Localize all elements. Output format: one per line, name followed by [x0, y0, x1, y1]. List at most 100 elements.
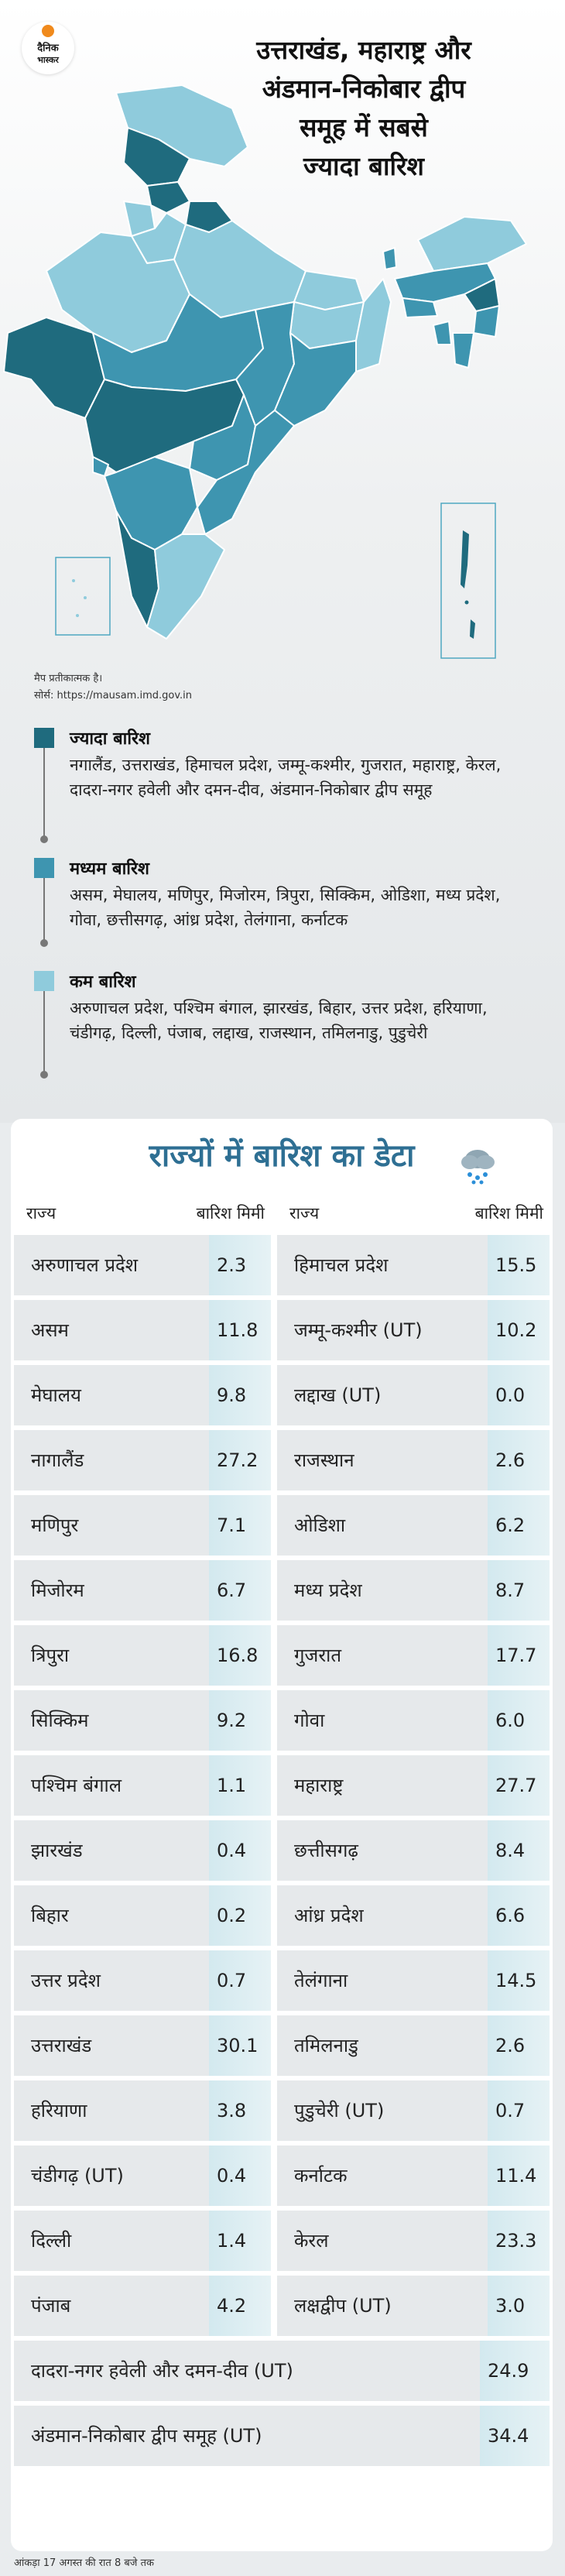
table-row: उत्तर प्रदेश 0.7	[14, 1950, 271, 2011]
table-row: तेलंगाना 14.5	[277, 1950, 550, 2011]
table-row: मिजोरम 6.7	[14, 1560, 271, 1621]
rain-value: 2.6	[495, 2035, 526, 2056]
india-rainfall-map	[3, 85, 527, 659]
map-region-meghalaya	[402, 297, 438, 318]
state-name: गोवा	[294, 1710, 325, 1731]
legend-connector	[40, 878, 48, 947]
table-row: छत्तीसगढ़ 8.4	[277, 1820, 550, 1881]
table-row: दादरा-नगर हवेली और दमन-दीव (UT) 24.9	[14, 2341, 550, 2401]
state-name: पुडुचेरी (UT)	[294, 2100, 385, 2122]
rain-value: 0.4	[217, 1840, 247, 1861]
state-name: लद्दाख (UT)	[294, 1384, 382, 1406]
state-name: केरल	[294, 2230, 329, 2252]
header-rain: बारिश मिमी	[474, 1204, 543, 1223]
rain-value: 0.4	[217, 2165, 247, 2187]
state-name: पंजाब	[31, 2295, 71, 2317]
table-row: चंडीगढ़ (UT) 0.4	[14, 2146, 271, 2206]
legend-connector	[40, 991, 48, 1079]
table-row: पंजाब 4.2	[14, 2276, 271, 2336]
state-name: मिजोरम	[31, 1580, 84, 1601]
table-row: लक्षद्वीप (UT) 3.0	[277, 2276, 550, 2336]
state-name: पश्चिम बंगाल	[31, 1775, 122, 1796]
rain-value: 27.2	[217, 1449, 259, 1471]
table-row: आंध्र प्रदेश 6.6	[277, 1885, 550, 1946]
table-row: अरुणाचल प्रदेश 2.3	[14, 1235, 271, 1295]
brand-logo: दैनिक भास्कर	[22, 22, 74, 74]
rain-value: 0.2	[217, 1905, 247, 1926]
source-note: सोर्स: https://mausam.imd.gov.in	[34, 690, 192, 701]
table-row: तमिलनाडु 2.6	[277, 2015, 550, 2076]
headline: उत्तराखंड, महाराष्ट्र और अंडमान-निकोबार …	[178, 31, 550, 186]
state-name: झारखंड	[31, 1840, 83, 1861]
rain-value: 15.5	[495, 1254, 537, 1276]
rain-value-cell: 3.8	[209, 2080, 271, 2141]
table-row: मणिपुर 7.1	[14, 1495, 271, 1556]
table-row: राजस्थान 2.6	[277, 1430, 550, 1490]
state-name: हिमाचल प्रदेश	[294, 1254, 389, 1276]
table-row: नागालैंड 27.2	[14, 1430, 271, 1490]
rain-value-cell: 7.1	[209, 1495, 271, 1556]
legend-text: नगालैंड, उत्तराखंड, हिमाचल प्रदेश, जम्मू…	[70, 756, 502, 799]
header-state: राज्य	[289, 1204, 320, 1223]
state-name: हरियाणा	[31, 2100, 87, 2122]
rain-value-cell: 30.1	[209, 2015, 271, 2076]
rain-value: 10.2	[495, 1319, 537, 1341]
rain-value: 16.8	[217, 1645, 259, 1666]
rainfall-table: राज्यों में बारिश का डेटा राज्य बारिश मि…	[11, 1119, 553, 2551]
legend-title: ज्यादा बारिश	[70, 729, 150, 749]
table-row: त्रिपुरा 16.8	[14, 1625, 271, 1686]
state-name: लक्षद्वीप (UT)	[294, 2295, 392, 2317]
rain-value-cell: 4.2	[209, 2276, 271, 2336]
table-header-right: राज्य बारिश मिमी	[277, 1193, 550, 1232]
table-header-left: राज्य बारिश मिमी	[14, 1193, 271, 1232]
rain-value: 9.8	[217, 1384, 247, 1406]
logo-line-2: भास्कर	[37, 55, 59, 65]
rain-value-cell: 10.2	[488, 1300, 550, 1360]
state-name: नागालैंड	[31, 1449, 84, 1471]
table-row: कर्नाटक 11.4	[277, 2146, 550, 2206]
map-region-gujarat	[3, 317, 105, 419]
rain-value: 2.6	[495, 1449, 526, 1471]
rain-value-cell: 0.7	[488, 2080, 550, 2141]
rain-value: 8.7	[495, 1580, 526, 1601]
rain-value-cell: 17.7	[488, 1625, 550, 1686]
rain-value-cell: 15.5	[488, 1235, 550, 1295]
rain-value: 34.4	[488, 2425, 529, 2447]
map-region-tamil-nadu	[146, 533, 225, 640]
rain-value: 0.0	[495, 1384, 526, 1406]
logo-sun-dot	[42, 25, 54, 37]
state-name: उत्तर प्रदेश	[31, 1970, 101, 1991]
rain-value-cell: 6.6	[488, 1885, 550, 1946]
rain-value-cell: 0.4	[209, 2146, 271, 2206]
rain-value-cell: 9.2	[209, 1690, 271, 1751]
rain-value-cell: 27.2	[209, 1430, 271, 1490]
legend-text: अरुणाचल प्रदेश, पश्चिम बंगाल, झारखंड, बि…	[70, 999, 488, 1042]
map-region-odisha	[274, 332, 357, 427]
table-row: पश्चिम बंगाल 1.1	[14, 1755, 271, 1816]
table-row: जम्मू-कश्मीर (UT) 10.2	[277, 1300, 550, 1360]
map-region-sikkim	[382, 247, 397, 270]
rain-value: 1.4	[217, 2230, 247, 2252]
map-region-mizoram	[452, 332, 474, 369]
state-name: मध्य प्रदेश	[294, 1580, 362, 1601]
state-name: जम्मू-कश्मीर (UT)	[294, 1319, 423, 1341]
rain-value-cell: 1.4	[209, 2211, 271, 2271]
rain-value: 3.0	[495, 2295, 526, 2317]
table-row: हरियाणा 3.8	[14, 2080, 271, 2141]
legend-connector	[40, 748, 48, 843]
rain-value-cell: 2.6	[488, 1430, 550, 1490]
headline-line: समूह में सबसे	[300, 112, 428, 142]
table-row: अंडमान-निकोबार द्वीप समूह (UT) 34.4	[14, 2406, 550, 2466]
state-name: राजस्थान	[294, 1449, 354, 1471]
rain-value: 6.0	[495, 1710, 526, 1731]
infographic-top	[0, 0, 565, 1123]
state-name: दादरा-नगर हवेली और दमन-दीव (UT)	[31, 2360, 293, 2382]
rain-value: 4.2	[217, 2295, 247, 2317]
map-region-manipur	[473, 305, 500, 338]
table-row: बिहार 0.2	[14, 1885, 271, 1946]
rain-value-cell: 11.8	[209, 1300, 271, 1360]
state-name: उत्तराखंड	[31, 2035, 92, 2056]
rain-value-cell: 0.0	[488, 1365, 550, 1425]
legend-title: मध्यम बारिश	[70, 859, 149, 879]
headline-line: ज्यादा बारिश	[303, 151, 424, 181]
